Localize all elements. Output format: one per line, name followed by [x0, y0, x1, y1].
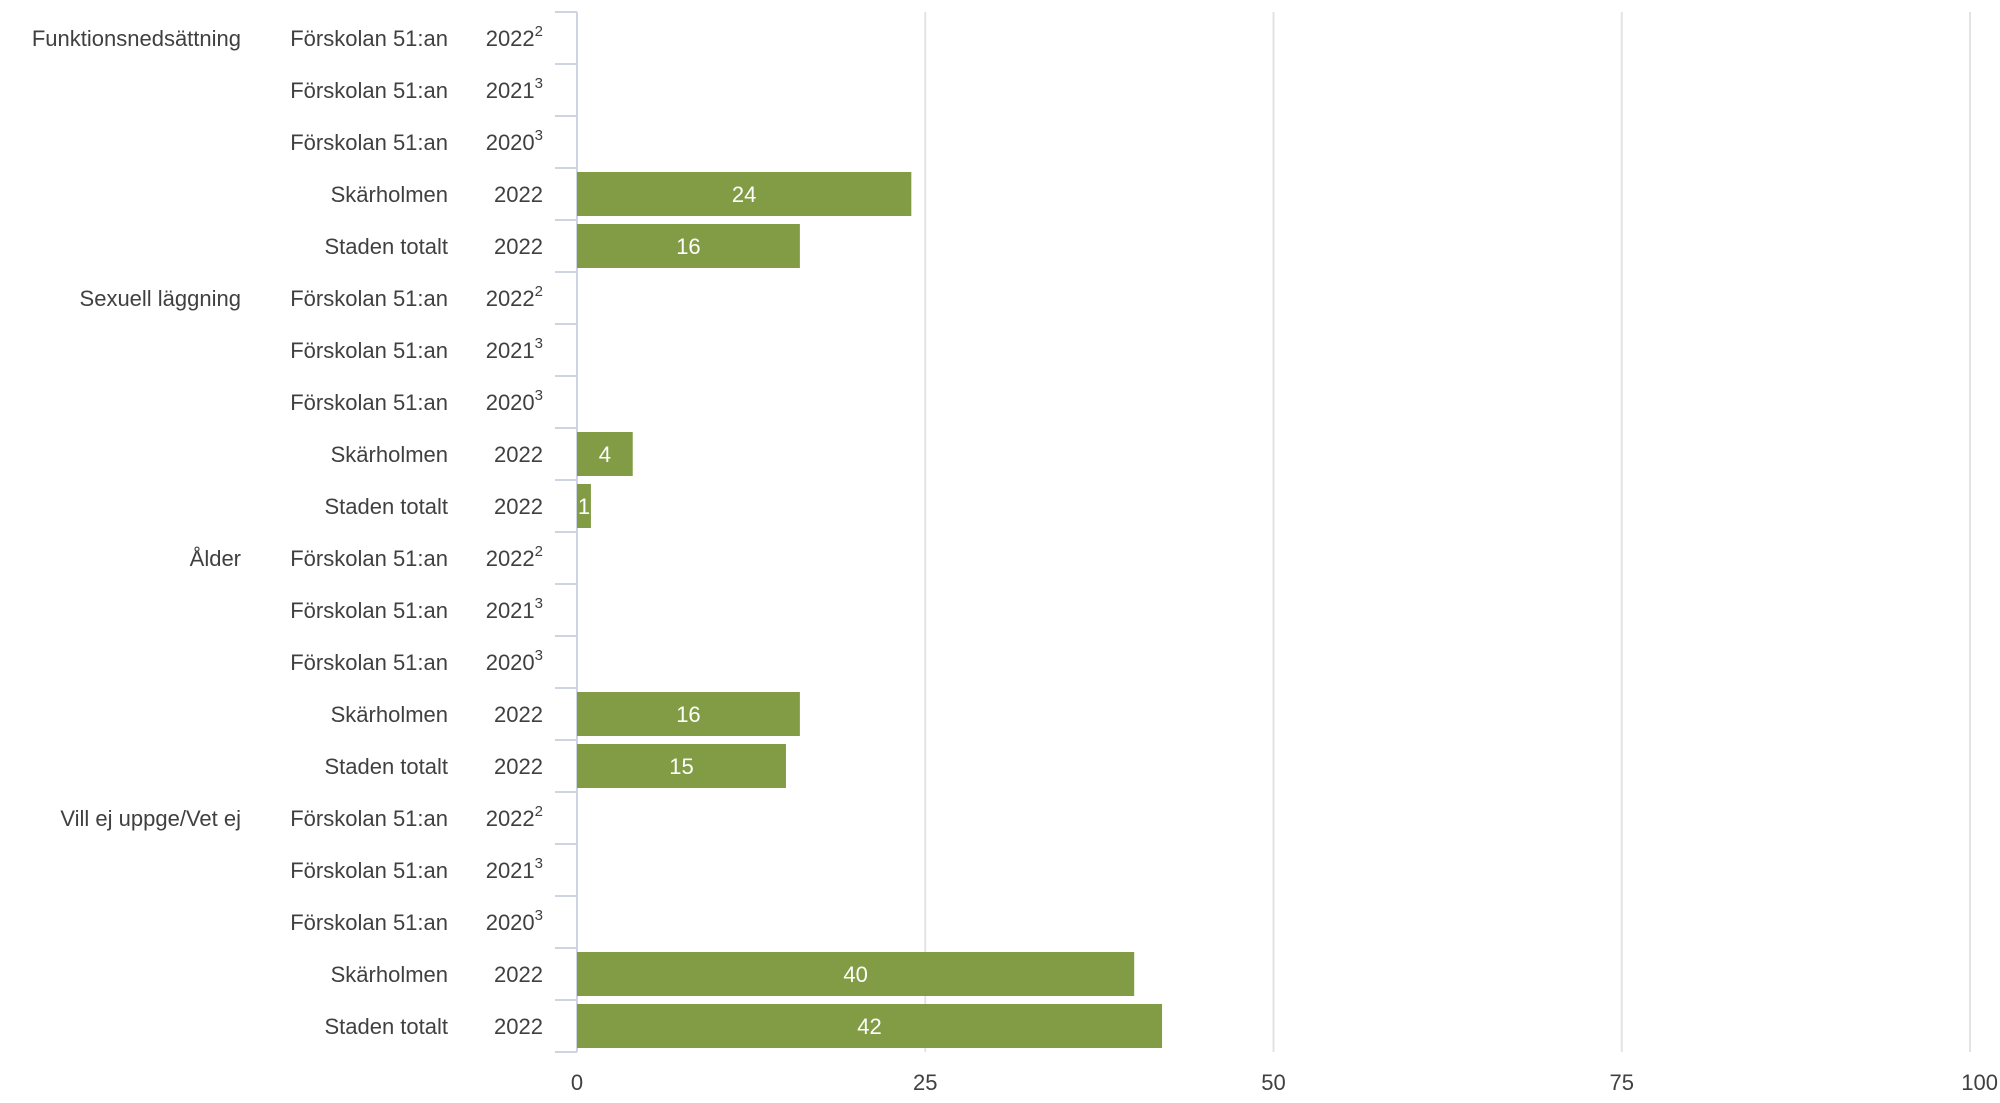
data-label: 15 [669, 754, 693, 779]
year-label: 20222 [486, 803, 543, 831]
data-label: 16 [676, 234, 700, 259]
category-label: Förskolan 51:an [290, 130, 448, 155]
year-value: 2022 [494, 182, 543, 207]
category-label: Förskolan 51:an [290, 598, 448, 623]
year-value: 2022 [494, 962, 543, 987]
data-label: 4 [599, 442, 611, 467]
group-label: Vill ej uppge/Vet ej [60, 806, 241, 831]
year-label: 20213 [486, 595, 543, 623]
data-label: 40 [843, 962, 867, 987]
category-label: Förskolan 51:an [290, 338, 448, 363]
category-label: Förskolan 51:an [290, 546, 448, 571]
category-label: Skärholmen [331, 442, 448, 467]
category-label: Förskolan 51:an [290, 286, 448, 311]
category-label: Staden totalt [324, 1014, 448, 1039]
year-label: 20203 [486, 387, 543, 415]
year-label: 20203 [486, 127, 543, 155]
year-value: 2022 [486, 806, 535, 831]
year-label: 2022 [494, 442, 543, 467]
year-value: 2022 [486, 26, 535, 51]
year-label: 20213 [486, 335, 543, 363]
bar [577, 224, 800, 268]
group-label: Ålder [190, 546, 241, 571]
footnote-marker: 3 [535, 907, 543, 924]
data-label: 1 [578, 494, 590, 519]
x-tick-label: 75 [1610, 1070, 1634, 1095]
data-label: 42 [857, 1014, 881, 1039]
category-label: Förskolan 51:an [290, 910, 448, 935]
year-label: 2022 [494, 702, 543, 727]
group-label: Funktionsnedsättning [32, 26, 241, 51]
year-value: 2020 [486, 130, 535, 155]
year-value: 2021 [486, 338, 535, 363]
category-label: Förskolan 51:an [290, 858, 448, 883]
year-label: 20213 [486, 855, 543, 883]
category-label: Skärholmen [331, 962, 448, 987]
x-tick-label: 25 [913, 1070, 937, 1095]
year-value: 2022 [486, 546, 535, 571]
data-label: 24 [732, 182, 756, 207]
year-label: 20203 [486, 907, 543, 935]
footnote-marker: 2 [535, 283, 543, 300]
category-label: Staden totalt [324, 754, 448, 779]
bar [577, 952, 1135, 996]
footnote-marker: 3 [535, 335, 543, 352]
category-label: Förskolan 51:an [290, 26, 448, 51]
bar [577, 1004, 1163, 1048]
footnote-marker: 3 [535, 75, 543, 92]
bar [577, 172, 912, 216]
year-label: 2022 [494, 1014, 543, 1039]
year-value: 2022 [494, 1014, 543, 1039]
year-value: 2022 [486, 286, 535, 311]
year-label: 20222 [486, 283, 543, 311]
year-label: 20213 [486, 75, 543, 103]
year-label: 20203 [486, 647, 543, 675]
year-value: 2020 [486, 910, 535, 935]
group-label: Sexuell läggning [80, 286, 241, 311]
x-tick-label: 100 [1961, 1070, 1998, 1095]
category-label: Förskolan 51:an [290, 806, 448, 831]
category-label: Staden totalt [324, 234, 448, 259]
year-label: 20222 [486, 543, 543, 571]
year-value: 2022 [494, 234, 543, 259]
bar [577, 432, 633, 476]
footnote-marker: 3 [535, 647, 543, 664]
year-label: 2022 [494, 962, 543, 987]
x-tick-label: 50 [1261, 1070, 1285, 1095]
x-tick-label: 0 [571, 1070, 583, 1095]
footnote-marker: 3 [535, 127, 543, 144]
year-value: 2021 [486, 78, 535, 103]
footnote-marker: 2 [535, 803, 543, 820]
year-label: 2022 [494, 234, 543, 259]
footnote-marker: 3 [535, 387, 543, 404]
category-label: Skärholmen [331, 702, 448, 727]
footnote-marker: 2 [535, 23, 543, 40]
bar [577, 484, 591, 528]
year-value: 2022 [494, 442, 543, 467]
year-label: 20222 [486, 23, 543, 51]
year-value: 2022 [494, 702, 543, 727]
year-value: 2022 [494, 494, 543, 519]
year-label: 2022 [494, 182, 543, 207]
year-value: 2020 [486, 390, 535, 415]
year-label: 2022 [494, 494, 543, 519]
data-label: 16 [676, 702, 700, 727]
category-label: Förskolan 51:an [290, 650, 448, 675]
bar [577, 692, 800, 736]
year-value: 2021 [486, 858, 535, 883]
year-label: 2022 [494, 754, 543, 779]
year-value: 2022 [494, 754, 543, 779]
category-label: Förskolan 51:an [290, 78, 448, 103]
bar [577, 744, 786, 788]
category-label: Förskolan 51:an [290, 390, 448, 415]
category-label: Staden totalt [324, 494, 448, 519]
year-value: 2020 [486, 650, 535, 675]
category-label: Skärholmen [331, 182, 448, 207]
footnote-marker: 3 [535, 595, 543, 612]
year-value: 2021 [486, 598, 535, 623]
footnote-marker: 3 [535, 855, 543, 872]
footnote-marker: 2 [535, 543, 543, 560]
